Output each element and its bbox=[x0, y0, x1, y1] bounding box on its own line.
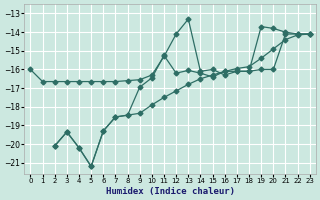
X-axis label: Humidex (Indice chaleur): Humidex (Indice chaleur) bbox=[106, 187, 235, 196]
